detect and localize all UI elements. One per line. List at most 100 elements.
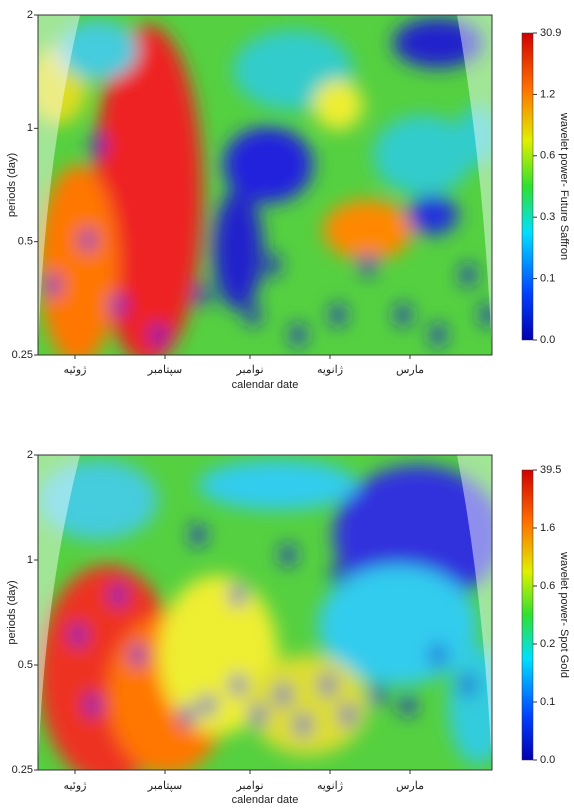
colorbar-tick-label: 0.2 [540,638,555,650]
y-tick-label: 1 [27,122,33,134]
power-region [408,195,458,235]
x-tick-label: ژانویه [317,364,343,376]
power-spot [81,229,95,251]
colorbar-tick-label: 0.6 [540,580,555,592]
power-region [58,20,138,80]
cone-of-influence [38,455,80,770]
power-spot [461,674,475,696]
x-tick-label: مارس [396,780,424,792]
power-spot [86,694,100,716]
power-spot [276,684,290,706]
heatmap-blobs [38,460,492,770]
colorbar-tick-label: 39.5 [540,464,561,476]
x-tick-label: ژوئیه [64,364,87,376]
power-spot [291,324,305,346]
power-spot [231,674,245,696]
power-spot [361,254,375,276]
power-spot [151,324,165,346]
colorbar-tick-label: 1.6 [540,522,555,534]
colorbar-tick-label: 1.2 [540,88,555,100]
power-spot [111,584,125,606]
power-spot [71,624,85,646]
colorbar-tick-label: 0.3 [540,211,555,223]
power-spot [331,564,345,586]
power-region [158,575,278,735]
power-spot [91,134,105,156]
power-spot [296,714,310,736]
power-spot [131,644,145,666]
colorbar-tick-label: 0.6 [540,150,555,162]
power-spot [196,284,210,306]
power-region [458,105,492,165]
power-region [38,460,158,540]
colorbar-tick-label: 0.0 [540,754,555,766]
power-region [38,165,118,355]
colorbar-tick-label: 0.1 [540,696,555,708]
y-tick-label: 0.5 [18,236,33,248]
power-spot [281,544,295,566]
power-region [313,80,363,130]
x-tick-label: مارس [396,364,424,376]
power-spot [181,704,195,726]
y-axis-title: periods (day) [6,153,18,217]
colorbar [521,32,534,341]
y-tick-label: 1 [27,554,33,566]
power-region [198,460,358,510]
power-spot [246,304,260,326]
power-region [448,645,492,765]
chart: 0.25 0.5 1 2 ژوئیه سپتامبر نوامبر ژانویه مارس cal… [6,449,570,806]
power-region [223,127,313,203]
colorbar-tick-label: 30.9 [540,27,561,39]
power-spot [396,304,410,326]
power-spot [191,524,205,546]
y-tick-label: 0.25 [12,764,33,776]
power-spot [46,274,60,296]
power-spot [341,704,355,726]
power-spot [321,674,335,696]
heatmap-blobs [38,18,492,355]
plot-frame [37,14,493,356]
colorbar [521,469,534,761]
colorbar-tick-label: 0.1 [540,273,555,285]
x-tick-label: ژانویه [317,780,343,792]
x-tick-label: سپتامبر [147,780,183,792]
power-spot [401,694,415,716]
colorbar-tick-label: 0.0 [540,334,555,346]
power-region [323,200,413,260]
heatmap-field [38,15,492,355]
power-spot [431,644,445,666]
y-tick-label: 2 [27,9,33,21]
power-spot [481,304,492,326]
power-region [93,25,203,355]
heatmap-field [38,455,492,770]
power-spot [111,294,125,316]
x-tick-label: نوامبر [235,364,263,376]
chart: 0.25 0.5 1 2 ژوئیه سپتامبر نوامبر ژانویه مارس cal… [6,9,570,391]
y-tick-label: 0.5 [18,659,33,671]
power-region [248,655,368,755]
y-axis-title: periods (day) [6,580,18,644]
power-spot [371,684,385,706]
power-spot [251,704,265,726]
x-tick-label: سپتامبر [147,364,183,376]
power-spot [266,254,280,276]
power-region [393,18,483,68]
y-tick-label: 0.25 [12,349,33,361]
cone-of-influence [457,455,492,770]
x-tick-label: نوامبر [235,780,263,792]
power-spot [201,694,215,716]
plot-frame [37,454,493,771]
x-tick-label: ژوئیه [64,780,87,792]
cone-of-influence [457,15,492,355]
x-axis-title: calendar date [232,794,299,806]
cone-of-influence [38,15,80,355]
colorbar-title: wavelet power- Future Saffron [558,112,570,260]
power-spot [461,264,475,286]
power-region [213,190,263,310]
power-region [373,115,473,195]
y-tick-label: 2 [27,449,33,461]
x-axis-title: calendar date [232,379,299,391]
power-spot [431,324,445,346]
